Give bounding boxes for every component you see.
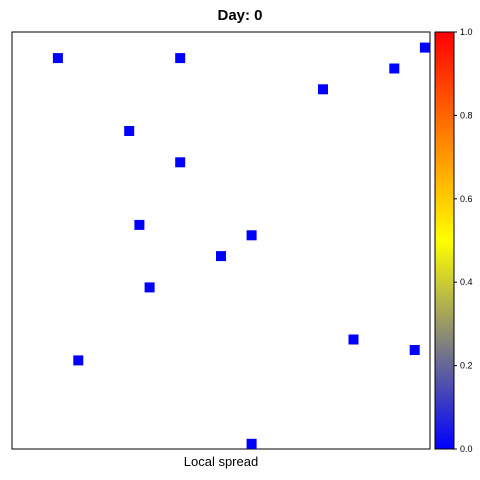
colorbar-tick-label-3: 0.4 — [460, 277, 473, 287]
data-point-4 — [389, 63, 400, 74]
data-point-10 — [216, 251, 226, 262]
colorbar-tick-label-4: 0.6 — [460, 194, 473, 204]
data-point-13 — [409, 345, 420, 355]
x-axis-label: Local spread — [184, 454, 258, 469]
data-point-7 — [175, 157, 186, 168]
chart-title: Day: 0 — [217, 7, 262, 24]
data-point-6 — [124, 126, 135, 136]
data-point-12 — [348, 334, 359, 345]
plot-area — [11, 31, 431, 450]
data-points — [52, 42, 430, 449]
data-point-9 — [246, 230, 257, 241]
data-point-1 — [52, 53, 63, 64]
colorbar-tick-label-2: 0.2 — [460, 361, 473, 371]
colorbar-tick-label-6: 1.0 — [460, 27, 473, 37]
data-point-11 — [144, 282, 155, 293]
colorbar-ticks: 0.0 0.2 0.4 0.6 0.8 1.0 — [454, 27, 473, 454]
data-point-2 — [175, 53, 186, 64]
colorbar-tick-label-1: 0.0 — [460, 444, 473, 454]
data-point-5 — [318, 84, 328, 95]
data-point-14 — [73, 355, 84, 366]
colorbar — [434, 31, 455, 450]
data-point-8 — [134, 219, 145, 230]
data-point-15 — [246, 438, 257, 449]
colorbar-tick-label-5: 0.8 — [460, 110, 473, 120]
data-point-3 — [419, 42, 430, 53]
